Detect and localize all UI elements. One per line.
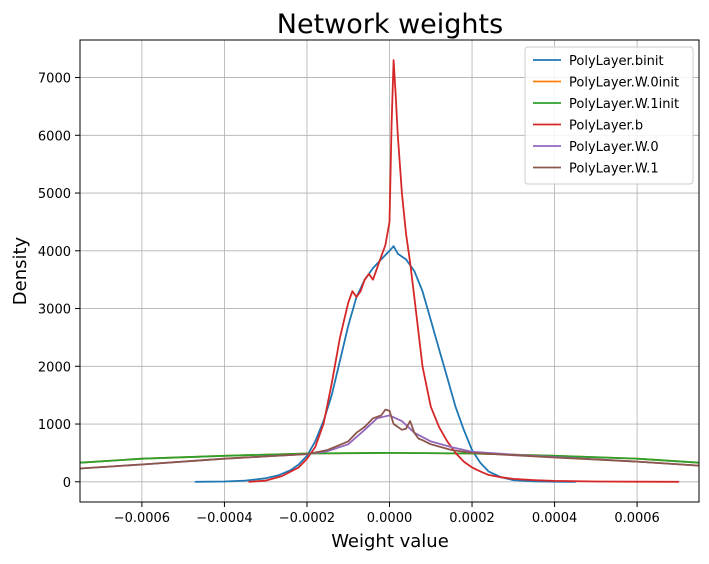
x-tick-label: −0.0004 <box>196 511 252 526</box>
legend-entry: PolyLayer.b <box>569 119 643 134</box>
x-tick-label: 0.0006 <box>614 511 660 526</box>
y-tick-label: 3000 <box>38 303 71 318</box>
series-line-polylayer-binit <box>194 245 577 483</box>
y-tick-label: 5000 <box>38 187 71 202</box>
x-tick-label: 0.0004 <box>532 511 578 526</box>
y-tick-label: 6000 <box>38 129 71 144</box>
legend-entry: PolyLayer.W.0 <box>569 140 659 155</box>
plot-area <box>80 59 699 483</box>
y-tick-label: 1000 <box>38 418 71 433</box>
x-tick-label: 0.0002 <box>449 511 495 526</box>
y-tick-label: 0 <box>63 476 71 491</box>
x-axis-label: Weight value <box>331 531 449 552</box>
legend-entry: PolyLayer.W.1 <box>569 162 659 177</box>
y-axis-label: Density <box>10 236 31 305</box>
x-tick-label: −0.0006 <box>114 511 170 526</box>
chart-title: Network weights <box>277 9 503 40</box>
x-axis: −0.0006 −0.0004 −0.0002 0.0000 0.0002 0.0004 0… <box>114 502 660 526</box>
legend-entry: PolyLayer.binit <box>569 54 664 69</box>
legend: PolyLayer.binit PolyLayer.W.0init PolyLaye… <box>524 46 694 185</box>
series-line-polylayer-b <box>248 59 680 483</box>
y-tick-label: 4000 <box>38 245 71 260</box>
x-tick-label: 0.0000 <box>367 511 413 526</box>
legend-entry: PolyLayer.W.0init <box>569 76 679 91</box>
y-axis: 0 1000 2000 3000 4000 5000 6000 7000 <box>38 72 80 491</box>
series-line-polylayer-w-1 <box>80 408 699 470</box>
series-line-polylayer-w-1init <box>80 451 699 464</box>
legend-box <box>524 46 694 185</box>
x-tick-label: −0.0002 <box>279 511 335 526</box>
y-tick-label: 7000 <box>38 72 71 87</box>
y-tick-label: 2000 <box>38 360 71 375</box>
legend-entry: PolyLayer.W.1init <box>569 97 679 112</box>
